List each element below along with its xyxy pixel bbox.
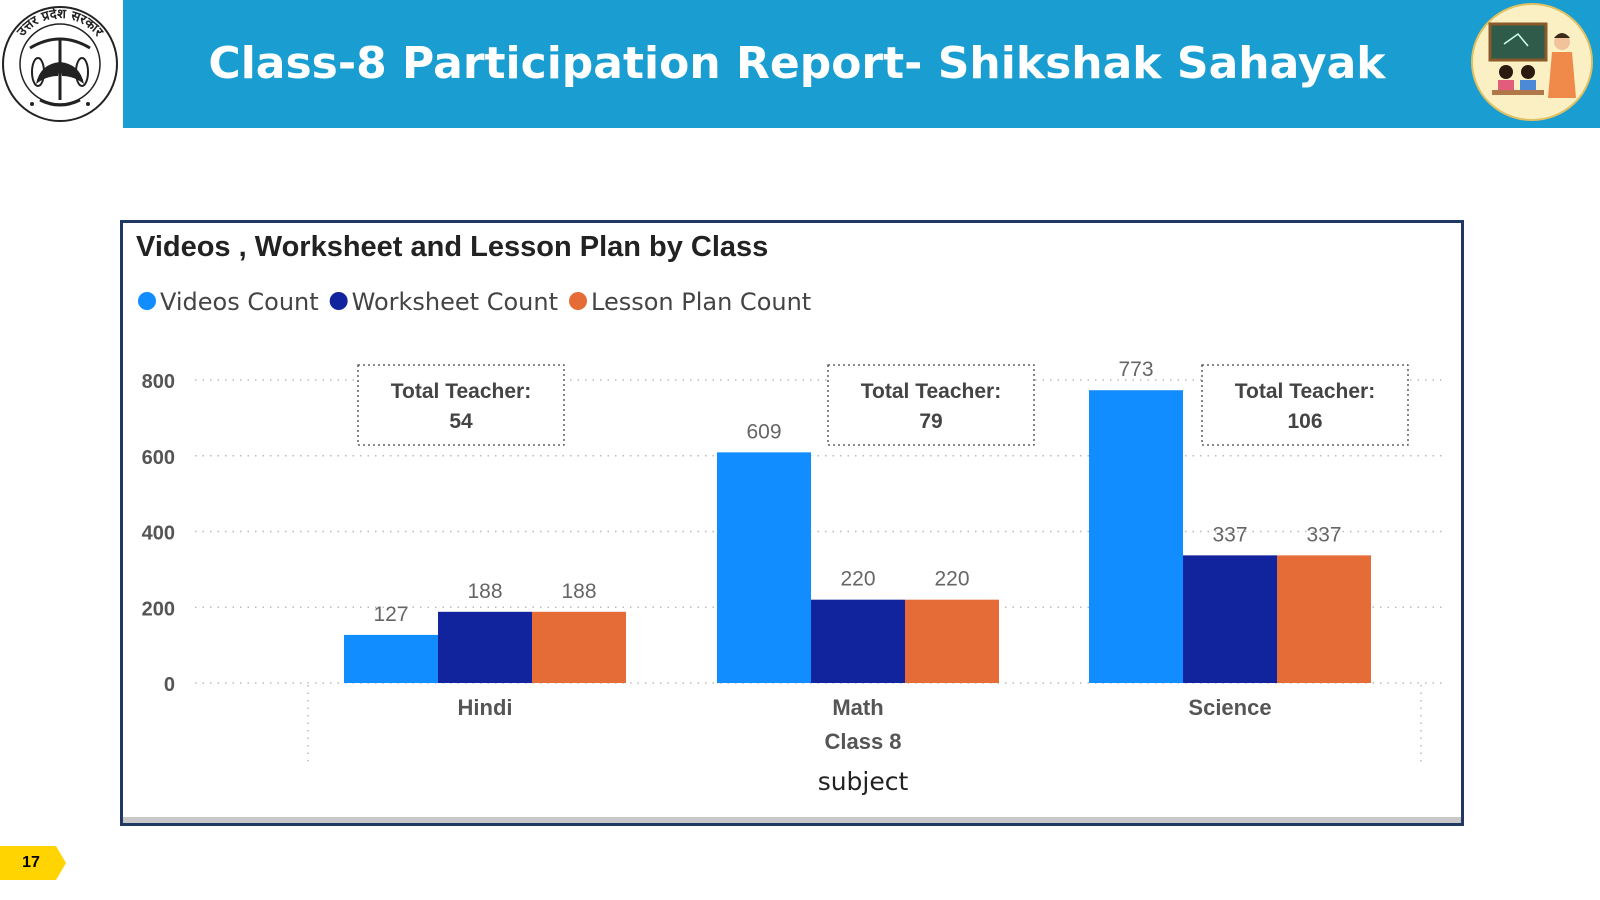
- total-teacher-box: [357, 364, 565, 446]
- legend-marker: [329, 292, 348, 310]
- bar: [438, 611, 532, 683]
- data-label: 188: [467, 580, 502, 603]
- header-bar: [123, 0, 1600, 128]
- x-tick-label: Science: [1188, 695, 1271, 720]
- total-teacher-label: Total Teacher:: [861, 380, 1001, 403]
- total-teacher-value: 106: [1287, 410, 1322, 433]
- total-teacher-label: Total Teacher:: [1235, 380, 1375, 403]
- bar-chart: Videos , Worksheet and Lesson Plan by Cl…: [136, 231, 1443, 796]
- data-label: 220: [934, 568, 969, 591]
- bar: [811, 599, 905, 683]
- legend-label: Videos Count: [160, 288, 319, 316]
- page-badge: [0, 846, 66, 880]
- data-label: 127: [373, 603, 408, 626]
- x-axis: Hindi Math Science Class 8: [307, 685, 1422, 763]
- total-teacher-value: 54: [449, 410, 473, 433]
- bar: [1183, 555, 1277, 683]
- y-tick-label: 0: [164, 674, 175, 696]
- data-label: 337: [1306, 523, 1341, 546]
- page-number: 17: [22, 854, 40, 871]
- bar: [1089, 390, 1183, 683]
- total-teacher-label: Total Teacher:: [391, 380, 531, 403]
- data-label: 220: [840, 568, 875, 591]
- y-axis-ticks: 0 200 400 600 800: [142, 371, 175, 696]
- legend-marker: [138, 292, 156, 310]
- chart-legend: Videos Count Worksheet Count Lesson Plan C…: [138, 288, 811, 316]
- y-tick-label: 200: [142, 598, 175, 620]
- x-axis-title: subject: [818, 767, 909, 796]
- total-teacher-callouts: Total Teacher: 54 Total Teacher: 79 Total Te…: [357, 364, 1409, 446]
- bars: [344, 390, 1371, 683]
- total-teacher-value: 79: [919, 410, 942, 433]
- legend-label: Worksheet Count: [352, 288, 558, 316]
- legend-marker: [569, 292, 587, 310]
- chart-title: Videos , Worksheet and Lesson Plan by Cl…: [136, 231, 768, 263]
- bar: [1277, 555, 1371, 683]
- total-teacher-box: [1201, 364, 1409, 446]
- data-label: 188: [561, 580, 596, 603]
- y-tick-label: 600: [142, 447, 175, 469]
- data-label: 609: [746, 420, 781, 443]
- teacher-classroom-illustration-icon: [1470, 2, 1598, 124]
- x-tick-label: Math: [832, 695, 883, 720]
- data-label: 773: [1118, 358, 1153, 381]
- up-government-emblem-icon: उत्तर प्रदेश सरकार: [0, 0, 123, 128]
- bar: [905, 599, 999, 683]
- y-tick-label: 400: [142, 523, 175, 545]
- bar: [717, 452, 811, 683]
- chart-frame: Videos , Worksheet and Lesson Plan by Cl…: [120, 220, 1464, 826]
- bar: [344, 634, 438, 683]
- bar: [532, 611, 626, 683]
- y-tick-label: 800: [142, 371, 175, 393]
- total-teacher-box: [827, 364, 1035, 446]
- data-labels: 127 188 188 609 220 220 773 337 337: [373, 358, 1341, 626]
- x-group-label: Class 8: [824, 729, 901, 754]
- data-label: 337: [1212, 523, 1247, 546]
- x-tick-label: Hindi: [458, 695, 513, 720]
- legend-label: Lesson Plan Count: [591, 288, 811, 316]
- page-title: Class-8 Participation Report- Shikshak S…: [208, 38, 1386, 89]
